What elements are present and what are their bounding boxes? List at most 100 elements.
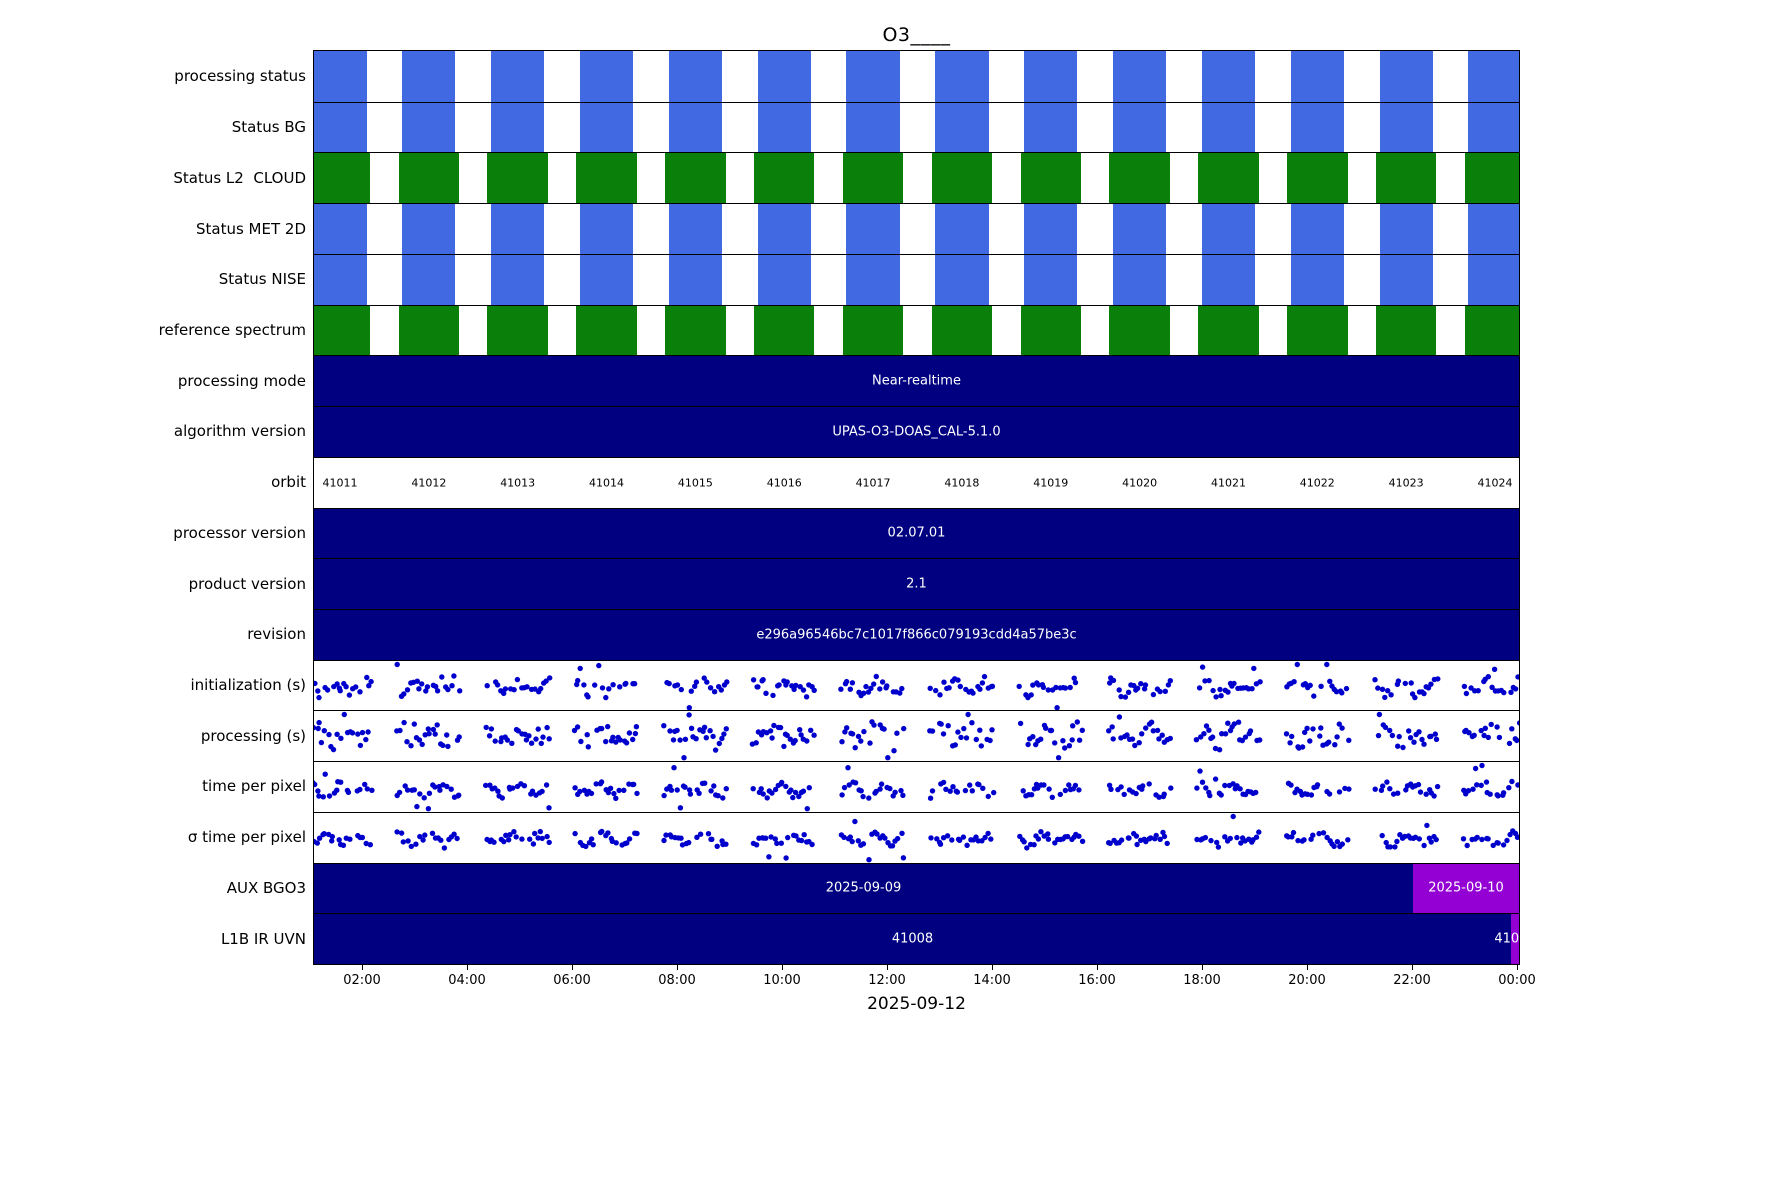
status-block: [491, 254, 545, 305]
status-block: [757, 204, 811, 254]
status-block: [931, 153, 993, 204]
status-block: [668, 102, 723, 153]
x-tick-mark: [1097, 965, 1098, 970]
orbit-number: 41023: [1388, 476, 1424, 490]
x-axis-date-label: 2025-09-12: [867, 994, 966, 1014]
status-block: [1468, 254, 1519, 305]
x-tick-label: 12:00: [868, 973, 906, 988]
row-status-l2-cloud: [314, 152, 1519, 204]
orbit-number: 41015: [677, 476, 713, 490]
row-status-bg: [314, 101, 1519, 153]
row-label-status-l2-cloud: Status L2 CLOUD: [173, 168, 306, 187]
row-label-l1b-ir-uvn: L1B IR UVN: [220, 929, 306, 948]
status-block: [1112, 102, 1167, 153]
status-block: [1201, 102, 1256, 153]
row-product-version: 2.1: [314, 558, 1519, 609]
status-block: [1379, 102, 1433, 153]
row-label-status-bg: Status BG: [231, 118, 306, 137]
row-time-per-pixel: [314, 811, 1519, 863]
status-block: [754, 153, 815, 204]
row-label-orbit: orbit: [271, 473, 306, 492]
status-block: [402, 254, 456, 305]
status-block: [757, 254, 811, 305]
status-block: [1024, 51, 1078, 102]
status-block: [668, 204, 723, 254]
status-block: [668, 51, 723, 102]
bar-segment-label: 2025-09-09: [825, 880, 902, 896]
x-tick-mark: [362, 965, 363, 970]
status-block: [579, 254, 634, 305]
x-tick-mark: [1517, 965, 1518, 970]
bar-segment: [314, 559, 1519, 609]
row-label-revision: revision: [247, 625, 306, 644]
status-block: [1375, 305, 1437, 356]
status-block: [402, 204, 456, 254]
scatter-points-time-per-pixel: [314, 813, 1519, 863]
status-block: [1468, 102, 1519, 153]
status-block: [576, 153, 637, 204]
status-block: [1290, 254, 1344, 305]
status-block: [491, 51, 545, 102]
status-block: [1201, 51, 1256, 102]
row-initialization-s: [314, 659, 1519, 711]
bar-segment-label: 41008: [891, 931, 934, 947]
status-block: [1020, 305, 1081, 356]
bar-segment: [314, 609, 1519, 660]
x-tick-label: 20:00: [1288, 973, 1326, 988]
status-block: [398, 305, 460, 356]
status-block: [1112, 254, 1167, 305]
status-block: [842, 153, 904, 204]
status-block: [1024, 102, 1078, 153]
status-block: [314, 254, 367, 305]
status-block: [1290, 204, 1344, 254]
orbit-number: 41018: [944, 476, 980, 490]
status-block: [757, 51, 811, 102]
status-block: [665, 305, 726, 356]
status-block: [842, 305, 904, 356]
row-label-algorithm-version: algorithm version: [173, 422, 306, 441]
status-block: [1379, 204, 1433, 254]
row-time-per-pixel: [314, 761, 1519, 812]
bar-segment: [1412, 863, 1519, 914]
orbit-number: 41020: [1122, 476, 1158, 490]
x-tick-label: 22:00: [1393, 973, 1431, 988]
row-label-product-version: product version: [188, 574, 306, 593]
status-block: [1290, 102, 1344, 153]
row-l1b-ir-uvn: 41008 41023: [314, 913, 1519, 964]
x-tick-mark: [1307, 965, 1308, 970]
status-block: [402, 102, 456, 153]
status-block: [1112, 204, 1167, 254]
bar-segment-label: e296a96546bc7c1017f866c079193cdd4a57be3c: [756, 627, 1077, 643]
status-block: [1112, 51, 1167, 102]
status-block: [935, 204, 989, 254]
orbit-number: 41014: [589, 476, 625, 490]
x-tick-label: 08:00: [658, 973, 696, 988]
status-block: [314, 153, 371, 204]
status-block: [1024, 204, 1078, 254]
x-tick-label: 18:00: [1183, 973, 1221, 988]
x-tick-label: 14:00: [973, 973, 1011, 988]
status-block: [579, 51, 634, 102]
status-block: [1379, 51, 1433, 102]
status-block: [1287, 153, 1348, 204]
status-block: [1109, 305, 1170, 356]
status-block: [579, 102, 634, 153]
bar-segment: [314, 407, 1519, 457]
bar-segment-label: UPAS-O3-DOAS_CAL-5.1.0: [832, 424, 1001, 440]
status-block: [1464, 153, 1519, 204]
bar-segment-label: 2025-09-10: [1428, 880, 1504, 896]
status-block: [757, 102, 811, 153]
x-tick-mark: [572, 965, 573, 970]
status-block: [1379, 254, 1433, 305]
row-aux-bgo3: 2025-09-09 2025-09-10: [314, 862, 1519, 914]
row-label-status-met-2d: Status MET 2D: [195, 219, 306, 238]
orbit-number: 41013: [500, 476, 536, 490]
status-block: [314, 305, 371, 356]
figure-title: O3____: [882, 24, 951, 46]
row-processing-status: [314, 51, 1519, 102]
status-block: [487, 153, 548, 204]
status-block: [665, 153, 726, 204]
status-block: [935, 254, 989, 305]
plot-area: Near-realtime UPAS-O3-DOAS_CAL-5.1.0 41011…: [313, 50, 1520, 965]
